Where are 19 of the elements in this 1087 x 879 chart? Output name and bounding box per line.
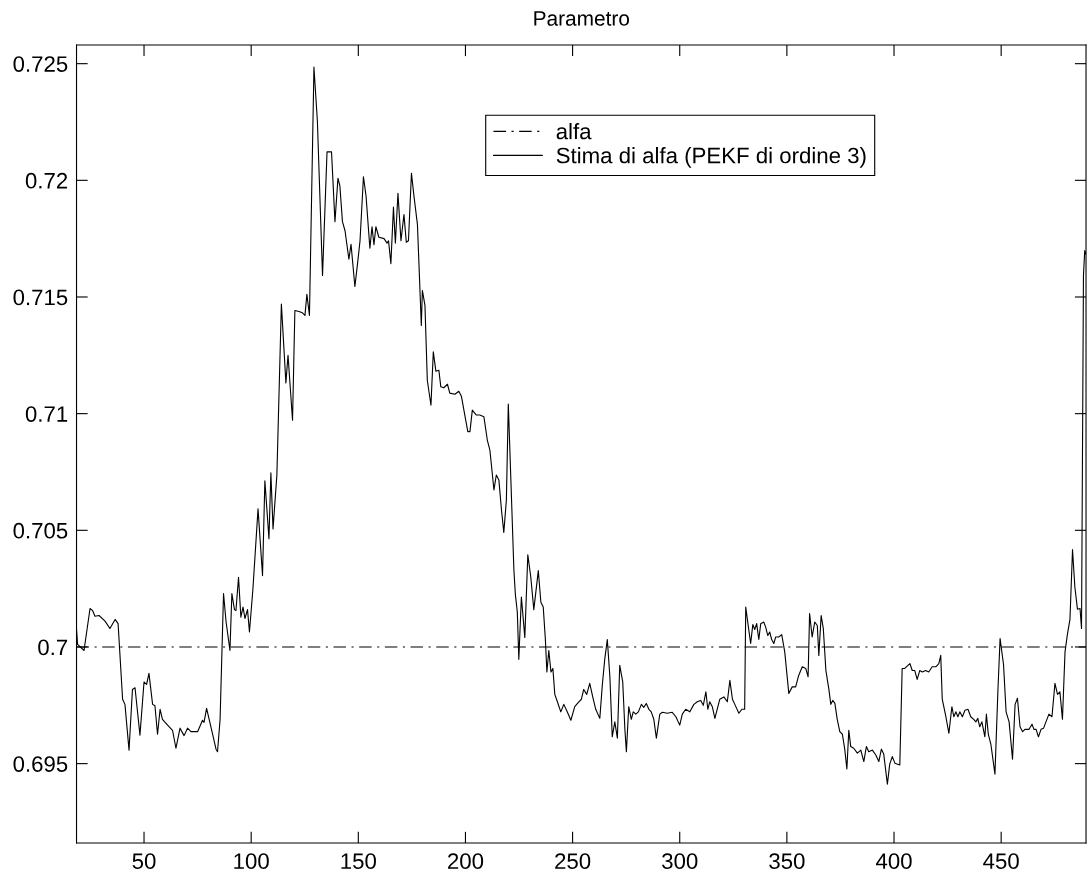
y-tick-label: 0.705: [13, 522, 68, 539]
y-tick-label: 0.715: [13, 289, 68, 306]
x-tick-label: 150: [341, 853, 376, 870]
y-tick-label: 0.72: [25, 172, 68, 189]
x-tick-label: 300: [662, 853, 698, 870]
x-tick-label: 50: [132, 853, 156, 870]
x-tick-label: 100: [234, 853, 269, 870]
x-tick-label: 400: [876, 853, 912, 870]
legend-label: Stima di alfa (PEKF di ordine 3): [556, 147, 866, 168]
x-tick-label: 200: [448, 853, 484, 870]
x-tick-label: 450: [983, 853, 1019, 870]
y-tick-label: 0.7: [38, 639, 68, 656]
x-tick-label: 250: [555, 853, 591, 870]
x-tick-label: 350: [769, 853, 805, 870]
y-tick-label: 0.71: [25, 406, 68, 422]
y-tick-label: 0.695: [13, 756, 68, 772]
legend-label: alfa: [556, 123, 592, 140]
y-tick-label: 0.725: [13, 56, 68, 72]
chart-title: Parametro: [534, 11, 630, 26]
